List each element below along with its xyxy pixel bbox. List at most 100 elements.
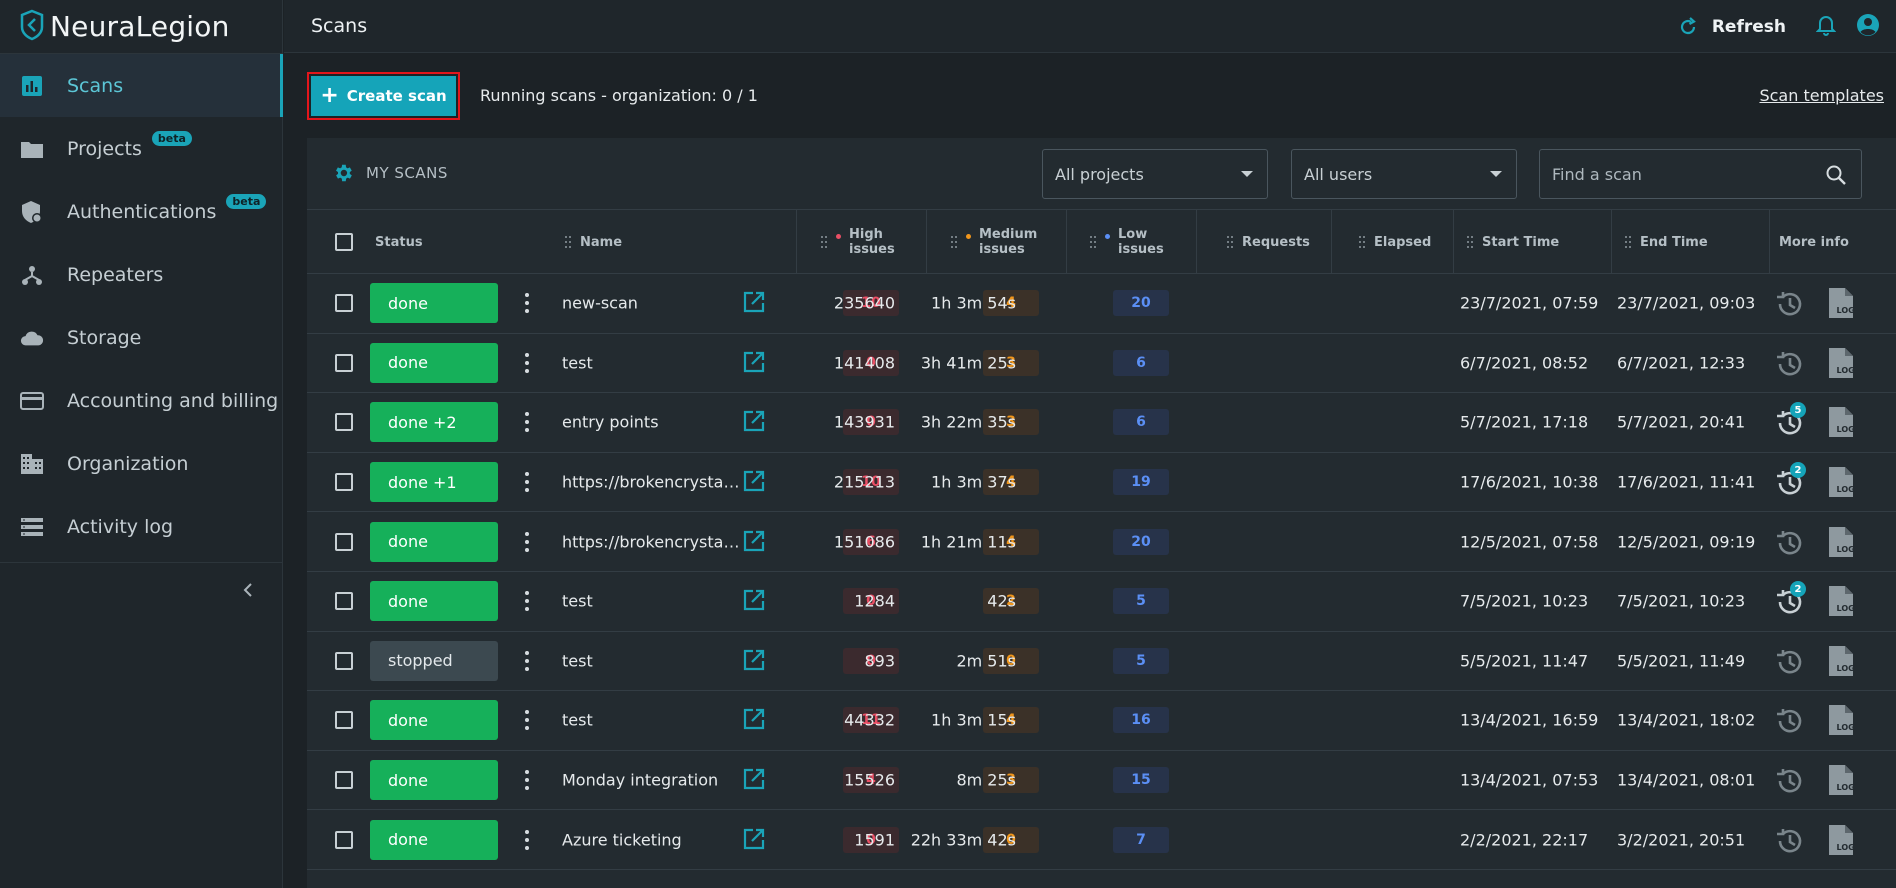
log-file-icon[interactable]: LOG: [1828, 824, 1855, 860]
history-icon[interactable]: [1774, 826, 1804, 856]
log-file-icon[interactable]: LOG: [1828, 704, 1855, 740]
sidebar-item-accounting-and-billing[interactable]: Accounting and billing: [0, 369, 282, 432]
sidebar-item-organization[interactable]: Organization: [0, 432, 282, 495]
history-icon[interactable]: 5: [1774, 402, 1806, 438]
scan-name[interactable]: entry points: [562, 412, 659, 432]
sidebar-item-projects[interactable]: Projects beta: [0, 117, 282, 180]
table-row[interactable]: done https://brokencrystals.com 6 4 20 151086…: [307, 512, 1896, 572]
row-checkbox[interactable]: [335, 353, 353, 372]
open-in-new-icon[interactable]: [743, 291, 765, 317]
status-badge[interactable]: stopped: [370, 640, 498, 681]
sidebar-item-authentications[interactable]: Authentications beta: [0, 180, 282, 243]
log-file-icon[interactable]: LOG: [1828, 585, 1855, 621]
app-logo[interactable]: NeuraLegion: [0, 0, 282, 54]
drag-handle-icon[interactable]: [1625, 236, 1631, 248]
drag-handle-icon[interactable]: [951, 236, 957, 248]
row-checkbox[interactable]: [335, 771, 353, 790]
open-in-new-icon[interactable]: [743, 410, 765, 436]
search-icon[interactable]: [1825, 164, 1847, 186]
refresh-button[interactable]: Refresh: [1678, 17, 1786, 37]
table-row[interactable]: done +2 entry points 0 3 6 143931 3h 22m 35s 5/…: [307, 393, 1896, 453]
table-row[interactable]: done Monday integration 4 3 15 15526 8m 25s 13/…: [307, 751, 1896, 811]
column-status[interactable]: Status: [375, 234, 423, 250]
status-badge[interactable]: done: [370, 700, 498, 741]
scan-name[interactable]: test: [562, 353, 593, 373]
drag-handle-icon[interactable]: [1359, 236, 1365, 248]
row-checkbox[interactable]: [335, 413, 353, 432]
more-actions-icon[interactable]: [521, 293, 533, 314]
more-actions-icon[interactable]: [521, 591, 533, 612]
drag-handle-icon[interactable]: [821, 236, 827, 248]
sidebar-item-storage[interactable]: Storage: [0, 306, 282, 369]
scan-name[interactable]: test: [562, 591, 593, 611]
status-badge[interactable]: done: [370, 342, 498, 383]
column-name[interactable]: Name: [565, 210, 622, 274]
table-row[interactable]: stopped test 0 0 5 893 2m 51s 5/5/2021, 11:47 5/…: [307, 632, 1896, 692]
sidebar-item-activity-log[interactable]: Activity log: [0, 495, 282, 558]
table-row[interactable]: done test 11 4 16 44332 1h 3m 15s 13/4/2021, 16…: [307, 691, 1896, 751]
projects-filter-select[interactable]: All projects: [1042, 149, 1268, 199]
history-icon[interactable]: [1774, 766, 1804, 796]
account-button[interactable]: [1856, 13, 1880, 41]
scan-name[interactable]: Azure ticketing: [562, 830, 682, 850]
log-file-icon[interactable]: LOG: [1828, 287, 1855, 323]
table-row[interactable]: done test 0 3 6 141408 3h 41m 25s 6/7/2021, 08:…: [307, 334, 1896, 394]
history-icon[interactable]: [1774, 528, 1804, 558]
drag-handle-icon[interactable]: [1090, 236, 1096, 248]
row-checkbox[interactable]: [335, 651, 353, 670]
row-checkbox[interactable]: [335, 294, 353, 313]
status-badge[interactable]: done: [370, 819, 498, 860]
create-scan-button[interactable]: + Create scan: [311, 76, 456, 116]
history-icon[interactable]: [1774, 349, 1804, 379]
scan-name[interactable]: Monday integration: [562, 770, 719, 790]
log-file-icon[interactable]: LOG: [1828, 347, 1855, 383]
scan-name[interactable]: test: [562, 651, 593, 671]
table-row[interactable]: done Azure ticketing 0 0 7 1591 22h 33m 42s 2/2…: [307, 810, 1896, 870]
open-in-new-icon[interactable]: [743, 828, 765, 854]
more-actions-icon[interactable]: [521, 352, 533, 373]
column-end-time[interactable]: End Time: [1625, 210, 1708, 274]
open-in-new-icon[interactable]: [743, 768, 765, 794]
sidebar-item-repeaters[interactable]: Repeaters: [0, 243, 282, 306]
column-low-issues[interactable]: Low issues: [1090, 210, 1164, 274]
more-actions-icon[interactable]: [521, 829, 533, 850]
scan-name[interactable]: https://brokencrystals.com: [562, 472, 742, 492]
drag-handle-icon[interactable]: [1467, 236, 1473, 248]
users-filter-select[interactable]: All users: [1291, 149, 1517, 199]
more-actions-icon[interactable]: [521, 412, 533, 433]
log-file-icon[interactable]: LOG: [1828, 526, 1855, 562]
history-icon[interactable]: 2: [1774, 462, 1806, 498]
column-medium-issues[interactable]: Medium issues: [951, 210, 1037, 274]
history-icon[interactable]: [1774, 289, 1804, 319]
row-checkbox[interactable]: [335, 532, 353, 551]
table-row[interactable]: done test 0 2 5 1284 42s 7/5/2021, 10:23 7/5/202…: [307, 572, 1896, 632]
scan-templates-link[interactable]: Scan templates: [1759, 86, 1884, 105]
log-file-icon[interactable]: LOG: [1828, 645, 1855, 681]
more-actions-icon[interactable]: [521, 650, 533, 671]
drag-handle-icon[interactable]: [565, 236, 571, 248]
scan-name[interactable]: new-scan: [562, 293, 638, 313]
status-badge[interactable]: done: [370, 283, 498, 324]
table-row[interactable]: done +1https://brokencrystals.com1041921…: [307, 453, 1896, 513]
scan-name[interactable]: test: [562, 710, 593, 730]
more-actions-icon[interactable]: [521, 531, 533, 552]
column-high-issues[interactable]: High issues: [821, 210, 895, 274]
open-in-new-icon[interactable]: [743, 530, 765, 556]
history-icon[interactable]: [1774, 706, 1804, 736]
open-in-new-icon[interactable]: [743, 649, 765, 675]
sidebar-item-scans[interactable]: Scans: [0, 54, 283, 117]
open-in-new-icon[interactable]: [743, 708, 765, 734]
history-icon[interactable]: [1774, 647, 1804, 677]
history-icon[interactable]: 2: [1774, 581, 1806, 617]
row-checkbox[interactable]: [335, 592, 353, 611]
status-badge[interactable]: done: [370, 521, 498, 562]
table-row[interactable]: done new-scan 10 4 20 235640 1h 3m 54s 23/7/202…: [307, 274, 1896, 334]
row-checkbox[interactable]: [335, 830, 353, 849]
search-input[interactable]: [1540, 150, 1861, 198]
status-badge[interactable]: done +1: [370, 462, 498, 503]
scan-name[interactable]: https://brokencrystals.com: [562, 532, 742, 552]
log-file-icon[interactable]: LOG: [1828, 466, 1855, 502]
log-file-icon[interactable]: LOG: [1828, 764, 1855, 800]
row-checkbox[interactable]: [335, 711, 353, 730]
row-checkbox[interactable]: [335, 473, 353, 492]
